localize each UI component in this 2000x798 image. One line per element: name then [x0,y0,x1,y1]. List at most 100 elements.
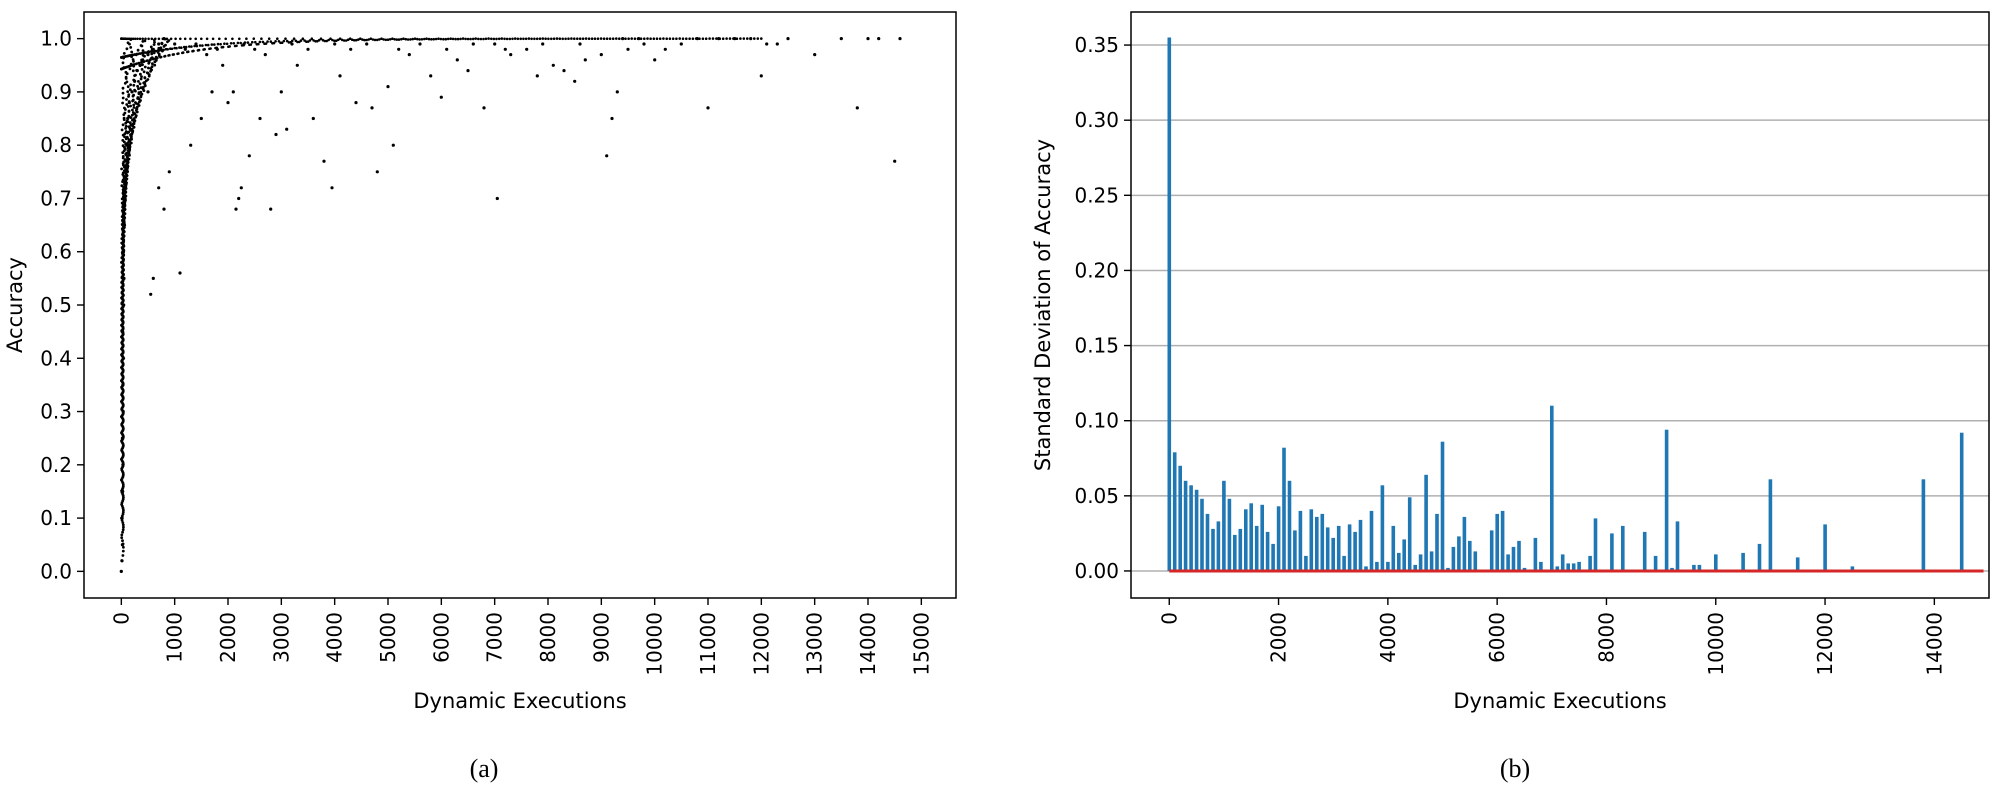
scatter-point [423,37,426,41]
scatter-point [150,37,154,41]
scatter-point [175,46,178,50]
scatter-point [544,37,547,40]
scatter-point [578,42,582,46]
scatter-point [201,44,204,47]
scatter-point [602,37,606,40]
scatter-point [653,58,657,62]
scatter-point [439,95,443,99]
scatter-point [284,37,287,40]
bar [1386,561,1390,571]
scatter-point [337,38,340,42]
bar [1304,555,1308,571]
scatter-point [127,109,131,113]
scatter-point [866,37,870,41]
scatter-point [189,143,193,147]
scatter-point [141,53,145,57]
scatter-point [272,41,276,45]
bar-series [1167,37,1964,571]
scatter-point [508,37,512,41]
scatter-point [249,43,253,46]
scatter-point [391,37,394,40]
scatter-point [121,549,125,553]
scatter-point [235,44,238,48]
scatter-point [210,43,214,46]
scatter-point [503,47,507,51]
scatter-point [132,93,136,97]
scatter-point [131,111,135,114]
scatter-point [765,42,769,46]
scatter-point [157,186,161,190]
bar-panel: 0 2000 4000 6000 8000 10000 12000 14000 0.000.0… [1031,11,1990,783]
scatter-point [236,41,240,45]
scatter-point [234,207,238,211]
scatter-point [121,123,125,127]
scatter-point [437,37,440,40]
scatter-point [655,37,659,40]
scatter-point [753,37,756,40]
scatter-point [551,63,555,67]
scatter-point [352,39,356,42]
bar [1511,546,1516,571]
scatter-point [151,62,154,66]
scatter-point [134,114,138,117]
scatter-point [538,37,542,40]
bar [1653,555,1658,571]
scatter-point [246,41,250,44]
scatter-x-tick-label: 11000 [696,612,720,676]
scatter-point [299,39,303,42]
bar-y-axis-label: Standard Deviation of Accuracy [1031,139,1055,471]
scatter-point [150,65,154,68]
bar-y-tick-label: 0.10 [1074,409,1119,433]
scatter-point [162,48,165,52]
scatter-x-tick-label: 15000 [909,612,933,676]
scatter-point [139,86,143,90]
scatter-point [231,90,235,94]
scatter-point [221,45,225,49]
scatter-point [122,116,126,120]
scatter-point [365,42,369,46]
bar [1921,479,1926,571]
scatter-point [698,37,701,40]
scatter-point [136,48,140,52]
scatter-point [267,37,271,40]
bar [1506,554,1510,571]
scatter-point [139,77,143,81]
scatter-point [124,75,128,79]
scatter-point [146,90,150,94]
scatter-point [124,124,128,128]
scatter-point [505,37,509,41]
scatter-point [739,37,742,40]
scatter-point [434,37,438,41]
scatter-point [404,37,408,41]
scatter-point [269,40,273,43]
scatter-point [605,37,609,40]
scatter-point [333,39,336,43]
scatter-point [131,108,134,112]
scatter-point [123,158,127,162]
scatter-point [583,58,587,62]
scatter-point [152,57,156,61]
scatter-point [652,37,656,40]
bar-x-tick-label: 8000 [1594,612,1618,663]
bar [1451,546,1456,571]
bar [1413,564,1417,571]
scatter-point [147,60,151,64]
scatter-point [181,51,185,54]
scatter-point [138,82,142,86]
scatter-point [285,127,289,131]
scatter-point [322,159,326,163]
scatter-point [264,42,268,45]
scatter-point [131,58,135,61]
scatter-point [665,37,668,40]
bar [1593,518,1598,571]
scatter-point [839,37,843,41]
scatter-y-tick-label: 0.2 [40,453,72,477]
bar [1282,447,1286,571]
scatter-point [125,47,129,51]
bar [1353,531,1357,571]
scatter-point [555,37,559,40]
scatter-point [466,37,470,41]
scatter-point [541,42,545,46]
bar [1533,537,1538,571]
